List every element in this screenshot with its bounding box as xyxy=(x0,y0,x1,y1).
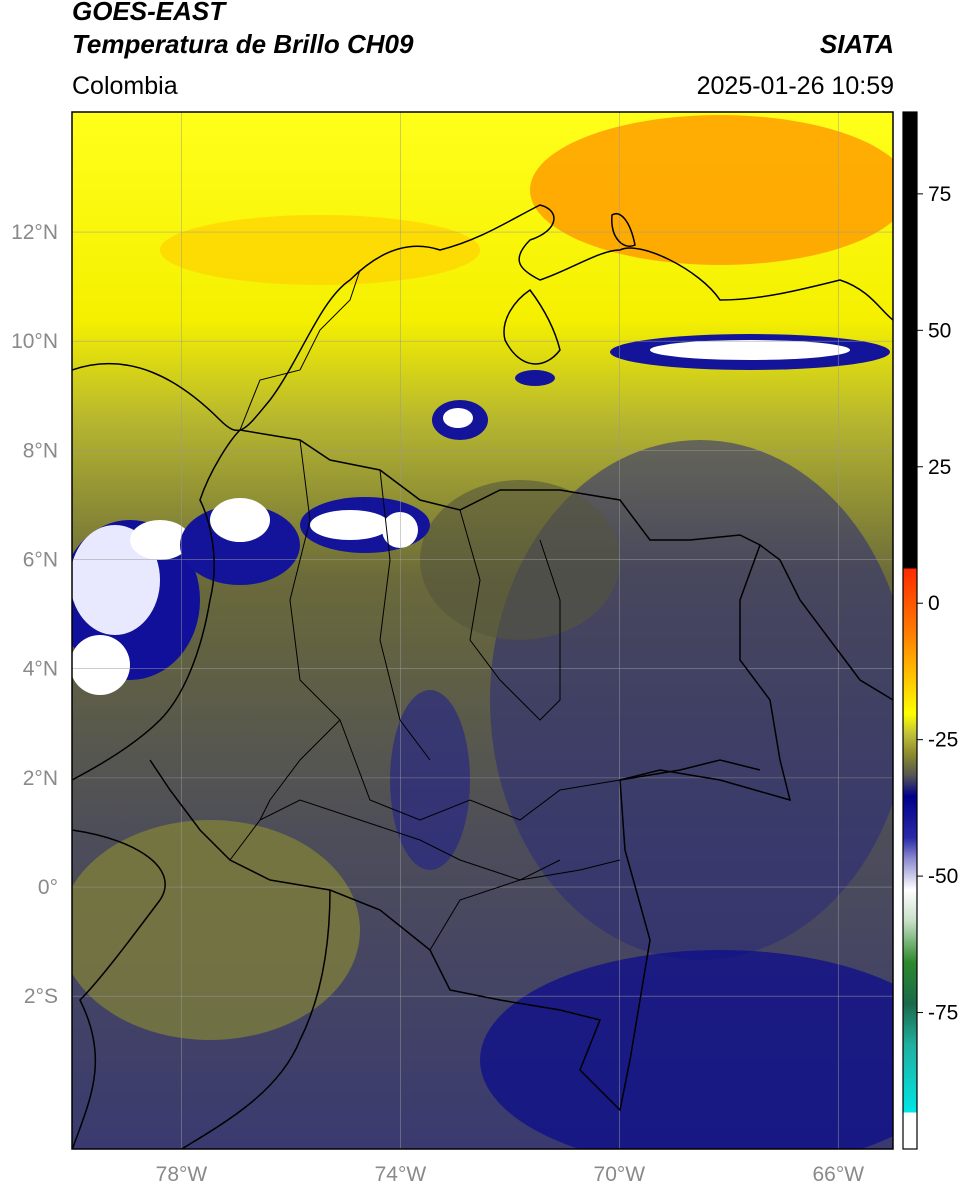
longitude-labels: 78°W 74°W 70°W 66°W xyxy=(156,1163,865,1186)
product-title: Temperatura de Brillo CH09 xyxy=(72,29,414,59)
lat-tick-label: 2°S xyxy=(24,985,58,1008)
lon-tick-label: 78°W xyxy=(156,1163,208,1186)
datetime-label: 2025-01-26 10:59 xyxy=(696,72,894,100)
lat-tick-label: 4°N xyxy=(23,658,58,681)
lon-tick-label: 70°W xyxy=(594,1163,646,1186)
colorbar-frame xyxy=(902,111,918,1150)
colorbar-tick-label: 75 xyxy=(928,183,951,206)
colorbar-tick-label: -50 xyxy=(928,865,958,888)
lat-tick-label: 6°N xyxy=(23,549,58,572)
colorbar-tick-label: -75 xyxy=(928,1002,958,1025)
coastline-and-borders xyxy=(72,204,893,1149)
colorbar-tick-label: -25 xyxy=(928,729,958,752)
colorbar-gradient xyxy=(903,112,917,1149)
lat-tick-label: 0° xyxy=(38,876,58,899)
lon-tick-label: 66°W xyxy=(812,1163,864,1186)
colorbar-tick-label: 50 xyxy=(928,319,951,342)
satellite-title: GOES-EAST xyxy=(72,0,226,26)
colorbar-labels: 75 50 25 0 -25 -50 -75 xyxy=(917,183,958,1025)
lat-tick-label: 10°N xyxy=(11,330,58,353)
colorbar-tick-label: 0 xyxy=(928,592,940,615)
lat-tick-label: 2°N xyxy=(23,767,58,790)
brand-label: SIATA xyxy=(819,29,894,59)
colorbar-tick-label: 25 xyxy=(928,456,951,479)
map-frame xyxy=(71,111,894,1150)
lat-tick-label: 8°N xyxy=(23,439,58,462)
lat-tick-label: 12°N xyxy=(11,221,58,244)
lon-tick-label: 74°W xyxy=(375,1163,427,1186)
region-label: Colombia xyxy=(72,72,178,100)
colorbar: 75 50 25 0 -25 -50 -75 xyxy=(902,111,958,1150)
imagery-layer xyxy=(72,112,893,1149)
latitude-labels: 12°N 10°N 8°N 6°N 4°N 2°N 0° 2°S xyxy=(11,221,58,1008)
